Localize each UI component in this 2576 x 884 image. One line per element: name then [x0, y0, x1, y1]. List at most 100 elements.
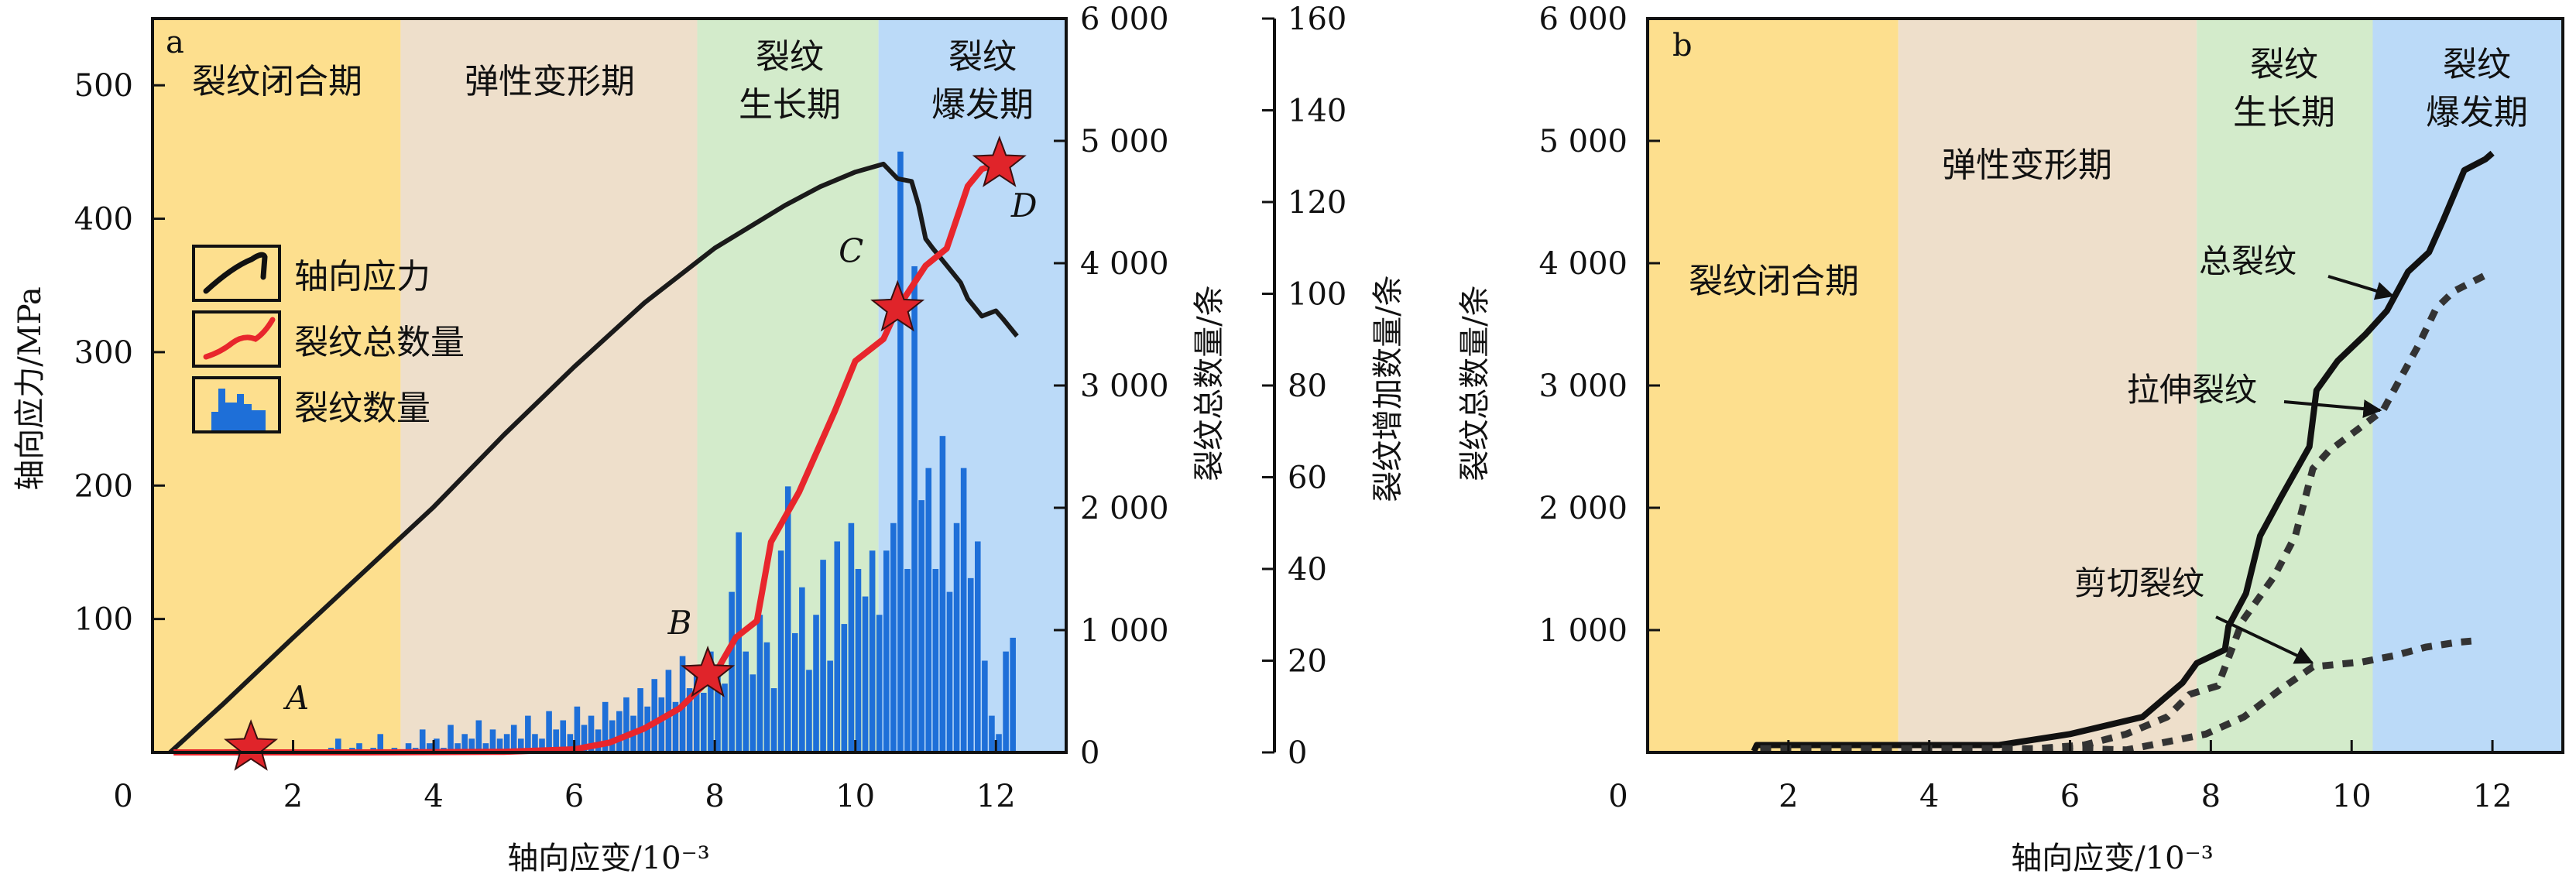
axial-stress-line	[168, 161, 1019, 755]
crack-count-bar	[834, 541, 841, 752]
crack-count-bar	[841, 624, 848, 752]
crack-count-bar	[546, 711, 552, 752]
y-right1-tick-label: 3 000	[1080, 368, 1169, 404]
phase-band-elastic	[1898, 19, 2197, 752]
crack-count-bar	[496, 738, 503, 752]
crack-count-bar	[539, 738, 545, 752]
crack-count-bar	[574, 706, 581, 752]
y-tick-label-b: 4 000	[1538, 246, 1628, 282]
crack-count-bar	[672, 701, 679, 752]
x-axis-label-b: 轴向应变/10⁻³	[2011, 841, 2214, 876]
legend-bars-icon	[211, 389, 266, 430]
y-right2-tick-label: 120	[1288, 185, 1346, 221]
x-tick-label: 2	[1779, 779, 1798, 814]
y-left-tick-label: 200	[74, 468, 133, 504]
y-right2-tick-label: 60	[1288, 461, 1327, 496]
phase-band-elastic	[400, 19, 698, 752]
y-axis-label-right1: 裂纹总数量/条	[1192, 285, 1227, 481]
crack-count-bar	[588, 715, 595, 752]
crack-count-bar	[686, 688, 693, 752]
legend: 轴向应力 裂纹总数量 裂纹数量	[192, 245, 465, 433]
crack-count-bar	[953, 523, 960, 752]
phase-label-elastic: 弹性变形期	[465, 62, 635, 101]
panel-label-b: b	[1672, 28, 1693, 63]
crack-count-bar	[820, 560, 826, 752]
crack-count-bar	[883, 550, 890, 752]
phase-label-growth: 裂纹	[2250, 45, 2318, 84]
crack-count-bar	[489, 729, 496, 752]
crack-count-bar	[715, 670, 721, 752]
point-label-A: A	[283, 679, 309, 717]
crack-count-bar	[729, 591, 735, 752]
crack-count-bar	[996, 734, 1002, 752]
crack-count-bar	[925, 468, 932, 752]
crack-count-bar	[637, 688, 643, 752]
phase-label-elastic: 弹性变形期	[1942, 146, 2112, 185]
crack-count-bar	[827, 660, 833, 752]
total-crack-line	[1751, 150, 2495, 753]
x-axis-label-a: 轴向应变/10⁻³	[507, 841, 710, 876]
crack-count-bar	[743, 651, 749, 752]
x-tick-label: 0	[113, 779, 132, 814]
crack-count-bar	[560, 720, 567, 752]
y-axis-label-left: 轴向应力/MPa	[12, 286, 48, 490]
crack-count-bar	[855, 569, 862, 752]
y-tick-label-b: 5 000	[1538, 124, 1628, 159]
crack-count-bar	[356, 743, 362, 752]
arrow-shear-icon	[2215, 615, 2314, 664]
crack-count-bar	[763, 642, 770, 752]
legend-swatch-total	[192, 310, 281, 368]
crack-count-bar	[518, 738, 524, 752]
legend-label-bars: 裂纹数量	[294, 389, 430, 428]
y-axis-label-b: 裂纹总数量/条	[1457, 285, 1493, 481]
crack-count-bar	[419, 729, 426, 752]
y-axis-label-right2: 裂纹增加数量/条	[1370, 275, 1406, 502]
crack-count-bar	[756, 615, 763, 752]
y-left-tick-label: 400	[74, 202, 133, 238]
crack-count-bar	[595, 729, 602, 752]
crack-count-bar	[609, 720, 616, 752]
crack-count-bar	[405, 743, 412, 752]
crack-count-bar	[799, 587, 805, 752]
legend-label-total: 裂纹总数量	[294, 323, 465, 362]
crack-count-bar	[581, 725, 588, 752]
crack-count-bar	[939, 436, 946, 752]
crack-count-bar	[770, 688, 777, 752]
crack-count-bar	[806, 670, 812, 752]
x-tick-label: 12	[2473, 779, 2513, 814]
crack-count-bar	[448, 725, 454, 752]
y-right2-tick-label: 140	[1288, 94, 1346, 129]
crack-count-bar	[784, 486, 791, 752]
y-right1-tick-label: 4 000	[1080, 246, 1169, 282]
phase-label-burst: 爆发期	[931, 85, 1034, 125]
crack-count-bar	[434, 738, 440, 752]
x-tick-label: 0	[1608, 779, 1628, 814]
x-tick-label: 10	[835, 779, 875, 814]
crack-count-bar	[1003, 651, 1009, 752]
y-tick-label-b: 3 000	[1538, 368, 1628, 404]
x-tick-label: 6	[2060, 779, 2080, 814]
crack-count-bar	[982, 660, 988, 752]
crack-count-bar	[989, 715, 995, 752]
y-right1-tick-label: 5 000	[1080, 124, 1169, 159]
crack-count-bar	[897, 151, 904, 752]
phase-band-closure	[153, 19, 401, 752]
y-left-tick-label: 100	[74, 602, 133, 638]
crack-count-bar	[722, 684, 728, 752]
y-left-tick-label: 300	[74, 335, 133, 371]
annotation-shear: 剪切裂纹	[2074, 564, 2204, 602]
phase-label-burst: 裂纹	[2443, 45, 2511, 84]
crack-count-bar	[567, 734, 574, 752]
crack-count-bar	[736, 532, 742, 752]
x-tick-label: 8	[2201, 779, 2221, 814]
crack-count-bar	[749, 674, 756, 752]
crack-count-bar	[616, 711, 623, 752]
point-label-D: D	[1010, 187, 1038, 224]
panel-label-a: a	[166, 25, 184, 60]
point-label-C: C	[839, 231, 863, 269]
crack-count-bar	[525, 715, 531, 752]
y-right2-tick-label: 100	[1288, 277, 1346, 313]
crack-count-bar	[792, 632, 798, 752]
